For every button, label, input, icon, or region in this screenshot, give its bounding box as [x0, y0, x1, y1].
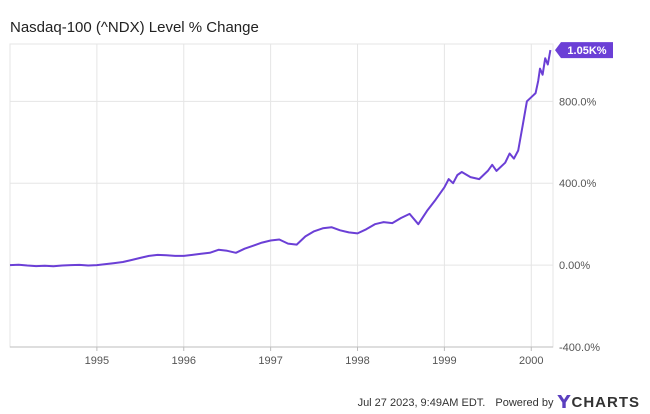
powered-by-text: Powered by: [495, 396, 554, 409]
end-value-badge: [555, 42, 613, 59]
y-tick-label: 0.00%: [559, 260, 590, 272]
timestamp: Jul 27 2023, 9:49AM EDT.: [357, 396, 486, 409]
x-tick-label: 1999: [432, 355, 456, 367]
x-tick-label: 1996: [172, 355, 196, 367]
chart-title: Nasdaq-100 (^NDX) Level % Change: [10, 19, 259, 36]
y-tick-label: -400.0%: [559, 342, 600, 354]
ycharts-logo-mark: Y: [557, 392, 571, 413]
x-tick-label: 2000: [519, 355, 543, 367]
series-line: [9, 49, 552, 268]
plot-frame: [9, 43, 554, 348]
ycharts-logo[interactable]: Y CHARTS: [557, 392, 640, 413]
x-tick-label: 1997: [258, 355, 282, 367]
ycharts-logo-text: CHARTS: [571, 394, 640, 411]
y-tick-label: 800.0%: [559, 96, 597, 108]
chart-footer: Jul 27 2023, 9:49AM EDT. Powered by Y CH…: [358, 392, 640, 413]
end-value-label: 1.05K%: [567, 45, 606, 57]
x-tick-label: 1998: [345, 355, 369, 367]
y-tick-label: 400.0%: [559, 178, 597, 190]
x-tick-label: 1995: [85, 355, 109, 367]
